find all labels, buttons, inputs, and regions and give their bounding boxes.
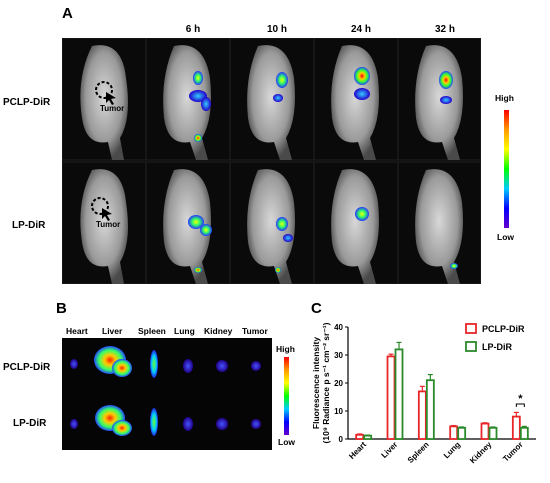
tumor-annotation-bottom: Tumor [96,220,121,229]
bar-lpdir-tumor [519,426,529,440]
y-tick-label: 10 [334,407,343,416]
x-tick-label-kidney: Kidney [468,440,494,466]
bar-pclpdir-heart [355,433,365,440]
x-tick-label-heart: Heart [347,440,368,461]
x-tick-label-lung: Lung [442,440,462,460]
legend-label-lpdir: LP-DiR [482,342,512,352]
bar-lpdir-lung [457,426,467,440]
significance-bracket [515,403,525,407]
bar-lpdir-kidney [488,426,498,440]
y-axis-label-line2: (10⁹ Radiance p s⁻¹ cm⁻² sr⁻¹) [321,322,331,443]
y-tick-label: 0 [339,435,344,444]
scale-low-a: Low [497,232,514,242]
y-axis-label-line1: Fluorescence intensity [311,337,321,429]
bar-lpdir-liver [394,348,404,440]
bar-lpdir-heart [363,434,373,440]
bar-pclpdir-tumor [511,415,521,440]
time-label-6h: 6 h [185,24,201,35]
panel-b-letter: B [56,300,67,317]
organ-signals [70,346,261,436]
mouse-images [61,37,482,285]
bar-pclpdir-kidney [480,422,490,440]
organ-row-label-lp: LP-DiR [13,418,47,429]
legend-swatch-pclpdir [465,323,477,334]
tumor-annotation-top: Tumor [100,104,125,113]
organ-label-lung: Lung [174,326,195,336]
organ-label-tumor: Tumor [242,326,268,336]
y-tick-label: 40 [334,323,343,332]
scale-high-a: High [495,93,514,103]
ex-vivo-organ-image [62,338,272,450]
significance-marker: * [518,393,523,405]
scale-low-b: Low [278,437,295,447]
color-scale-a [504,110,509,228]
organ-label-heart: Heart [66,326,88,336]
row-label-lp: LP-DiR [12,220,46,231]
in-vivo-imaging-grid: Tumor Tumor [61,37,482,285]
legend-label-pclpdir: PCLP-DiR [482,324,525,334]
bar-chart: 0 10 20 30 40 Fluorescence intensity (10⁹ Radi… [311,322,536,466]
y-tick-label: 30 [334,351,343,360]
panel-a-letter: A [62,5,73,22]
legend-swatch-lpdir [465,341,477,352]
bar-pclpdir-spleen [417,390,427,440]
organ-label-liver: Liver [102,326,123,336]
y-tick-label: 20 [334,379,343,388]
organ-row-label-pclp: PCLP-DiR [3,362,51,373]
time-label-10h: 10 h [266,24,287,35]
bar-pclpdir-lung [449,425,459,440]
scale-high-b: High [276,344,295,354]
x-tick-label-spleen: Spleen [406,440,431,465]
bar-lpdir-spleen [425,379,435,440]
x-tick-label-liver: Liver [380,440,400,460]
color-scale-b [284,357,289,435]
time-label-24h: 24 h [350,24,371,35]
bar-pclpdir-liver [386,355,396,440]
row-label-pclp: PCLP-DiR [3,97,51,108]
organ-label-kidney: Kidney [204,326,233,336]
x-tick-label-tumor: Tumor [501,440,525,464]
panel-c-letter: C [311,300,322,317]
time-label-32h: 32 h [434,24,455,35]
organ-label-spleen: Spleen [138,326,166,336]
